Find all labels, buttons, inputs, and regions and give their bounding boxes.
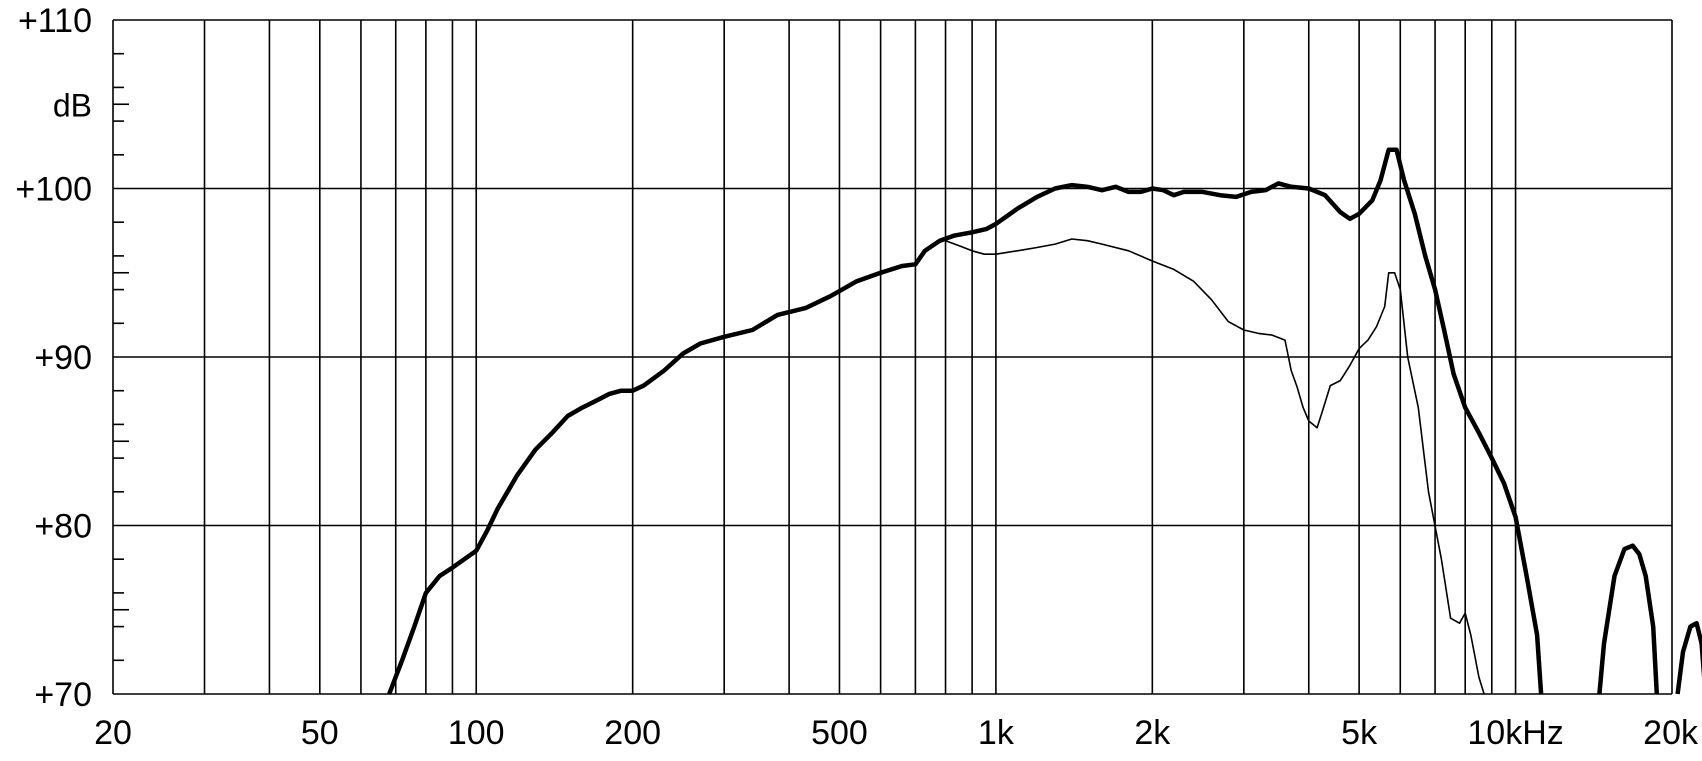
series-lines — [387, 147, 1702, 695]
x-tick-label: 200 — [604, 714, 661, 752]
x-tick-label: 5k — [1341, 714, 1378, 752]
y-axis-tick-labels: +110 +100 +90 +80 +70 — [15, 2, 92, 714]
y-axis-unit-label: dB — [53, 87, 92, 123]
x-tick-label: 2k — [1134, 714, 1171, 752]
x-tick-label: 20 — [94, 714, 132, 752]
y-tick-label: +90 — [34, 339, 92, 377]
x-tick-label: 1k — [978, 714, 1015, 752]
x-axis-tick-labels: 20 50 100 200 500 1k 2k 5k 10kHz 20k — [94, 714, 1699, 752]
minor-tick-marks — [113, 52, 129, 662]
thick-response-curve — [387, 147, 1544, 695]
y-tick-label: +80 — [34, 508, 92, 546]
y-tick-label: +110 — [18, 2, 92, 40]
x-tick-label: 20k — [1643, 714, 1699, 752]
y-tick-label: +100 — [15, 171, 92, 209]
grid-lines — [112, 19, 1673, 695]
thin-response-curve — [945, 238, 1485, 695]
x-tick-label: 50 — [301, 714, 339, 752]
thick-response-curve — [1675, 620, 1702, 695]
x-tick-label: 100 — [448, 714, 505, 752]
thick-response-curve — [1597, 543, 1660, 695]
x-tick-label: 500 — [811, 714, 868, 752]
x-tick-label: 10kHz — [1467, 714, 1563, 752]
y-tick-label: +70 — [34, 676, 92, 714]
